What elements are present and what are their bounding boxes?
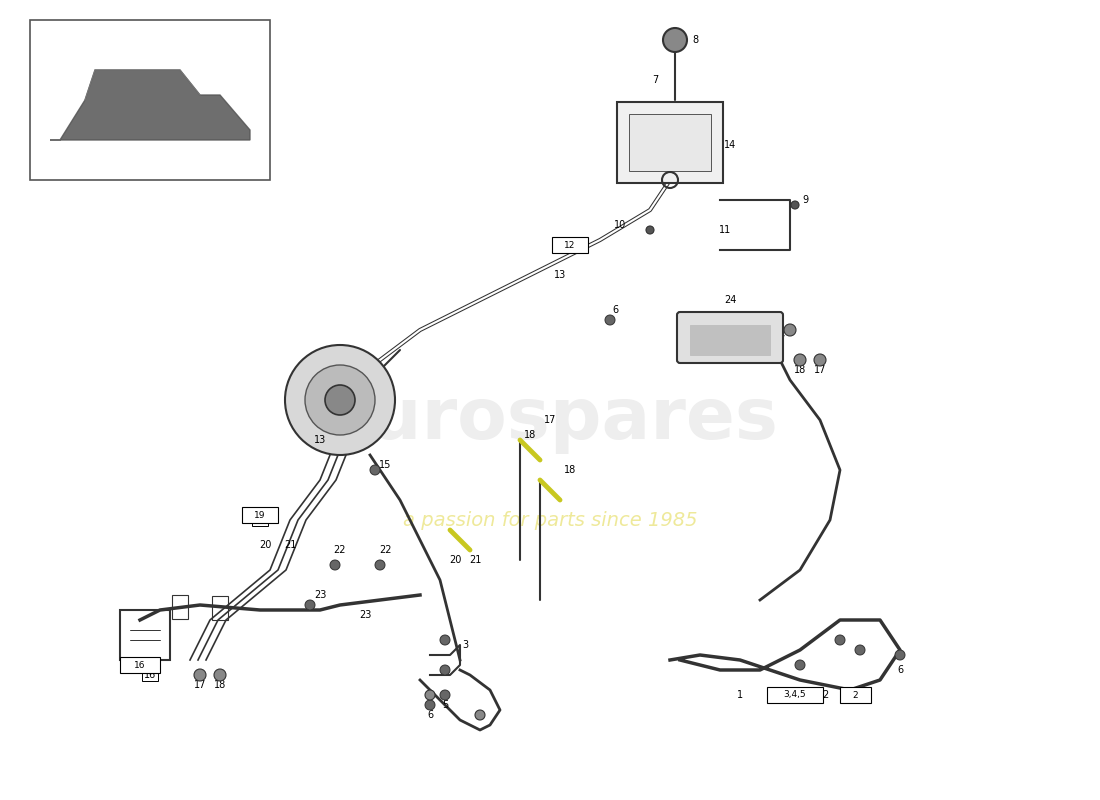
Circle shape: [475, 710, 485, 720]
Text: 21: 21: [469, 555, 481, 565]
Text: eurospares: eurospares: [321, 386, 779, 454]
Text: 24: 24: [724, 295, 736, 305]
Circle shape: [440, 665, 450, 675]
Circle shape: [646, 226, 654, 234]
Text: 5: 5: [442, 700, 448, 710]
Circle shape: [440, 635, 450, 645]
Text: 19: 19: [254, 515, 266, 525]
Text: 18: 18: [524, 430, 536, 440]
FancyBboxPatch shape: [629, 114, 711, 171]
Text: 4: 4: [857, 690, 864, 700]
Circle shape: [835, 635, 845, 645]
Text: 20: 20: [449, 555, 461, 565]
Circle shape: [784, 324, 796, 336]
Text: 16: 16: [134, 661, 145, 670]
Circle shape: [791, 201, 799, 209]
FancyBboxPatch shape: [767, 687, 823, 703]
Text: a passion for parts since 1985: a passion for parts since 1985: [403, 510, 697, 530]
Circle shape: [794, 354, 806, 366]
FancyBboxPatch shape: [30, 20, 270, 180]
Text: 23: 23: [359, 610, 371, 620]
Circle shape: [305, 365, 375, 435]
Text: 16: 16: [144, 670, 156, 680]
FancyBboxPatch shape: [676, 312, 783, 363]
Circle shape: [79, 131, 101, 153]
FancyBboxPatch shape: [242, 507, 278, 523]
Text: 18: 18: [564, 465, 576, 475]
Text: 21: 21: [284, 540, 296, 550]
Text: 13: 13: [314, 435, 326, 445]
Bar: [172, 595, 188, 619]
Bar: [212, 596, 228, 620]
Text: 23: 23: [314, 590, 327, 600]
Text: 19: 19: [254, 510, 266, 519]
Circle shape: [425, 700, 435, 710]
Text: 3,4,5: 3,4,5: [783, 690, 806, 699]
Polygon shape: [50, 70, 250, 140]
Circle shape: [440, 690, 450, 700]
Text: 12: 12: [564, 241, 575, 250]
FancyBboxPatch shape: [839, 687, 870, 703]
Text: 18: 18: [213, 680, 227, 690]
Text: 10: 10: [614, 220, 626, 230]
Bar: [120, 610, 170, 660]
Circle shape: [370, 465, 379, 475]
FancyBboxPatch shape: [552, 237, 589, 253]
Bar: [690, 325, 770, 355]
Circle shape: [305, 600, 315, 610]
Circle shape: [795, 660, 805, 670]
Circle shape: [205, 137, 214, 147]
Circle shape: [663, 28, 688, 52]
Text: 22: 22: [378, 545, 392, 555]
Circle shape: [425, 690, 435, 700]
Text: 17: 17: [814, 365, 826, 375]
Circle shape: [324, 385, 355, 415]
Text: 3: 3: [462, 640, 469, 650]
FancyBboxPatch shape: [617, 102, 723, 183]
Text: 13: 13: [554, 270, 566, 280]
Text: 18: 18: [754, 335, 766, 345]
Circle shape: [764, 324, 776, 336]
Text: 12: 12: [553, 240, 566, 250]
Text: 11: 11: [719, 225, 732, 235]
Text: 15: 15: [378, 460, 392, 470]
Text: 17: 17: [773, 335, 786, 345]
Circle shape: [85, 137, 95, 147]
FancyBboxPatch shape: [120, 657, 161, 673]
Text: 3,4,5: 3,4,5: [778, 690, 802, 700]
Circle shape: [855, 645, 865, 655]
Text: 14: 14: [724, 140, 736, 150]
Circle shape: [605, 315, 615, 325]
Circle shape: [214, 669, 225, 681]
Circle shape: [895, 650, 905, 660]
Circle shape: [285, 345, 395, 455]
Text: 6: 6: [612, 305, 618, 315]
Text: 20: 20: [258, 540, 272, 550]
Text: 17: 17: [194, 680, 206, 690]
Circle shape: [199, 131, 221, 153]
Circle shape: [814, 354, 826, 366]
Circle shape: [375, 560, 385, 570]
Text: 6: 6: [896, 665, 903, 675]
Text: 1: 1: [737, 690, 744, 700]
Text: 8: 8: [692, 35, 698, 45]
Text: 2: 2: [822, 690, 828, 700]
Text: 7: 7: [652, 75, 658, 85]
Text: 9: 9: [802, 195, 808, 205]
Text: 22: 22: [333, 545, 346, 555]
Text: 17: 17: [543, 415, 557, 425]
Text: 6: 6: [427, 710, 433, 720]
Circle shape: [194, 669, 206, 681]
Circle shape: [330, 560, 340, 570]
Text: 18: 18: [794, 365, 806, 375]
Text: 2: 2: [852, 690, 858, 699]
